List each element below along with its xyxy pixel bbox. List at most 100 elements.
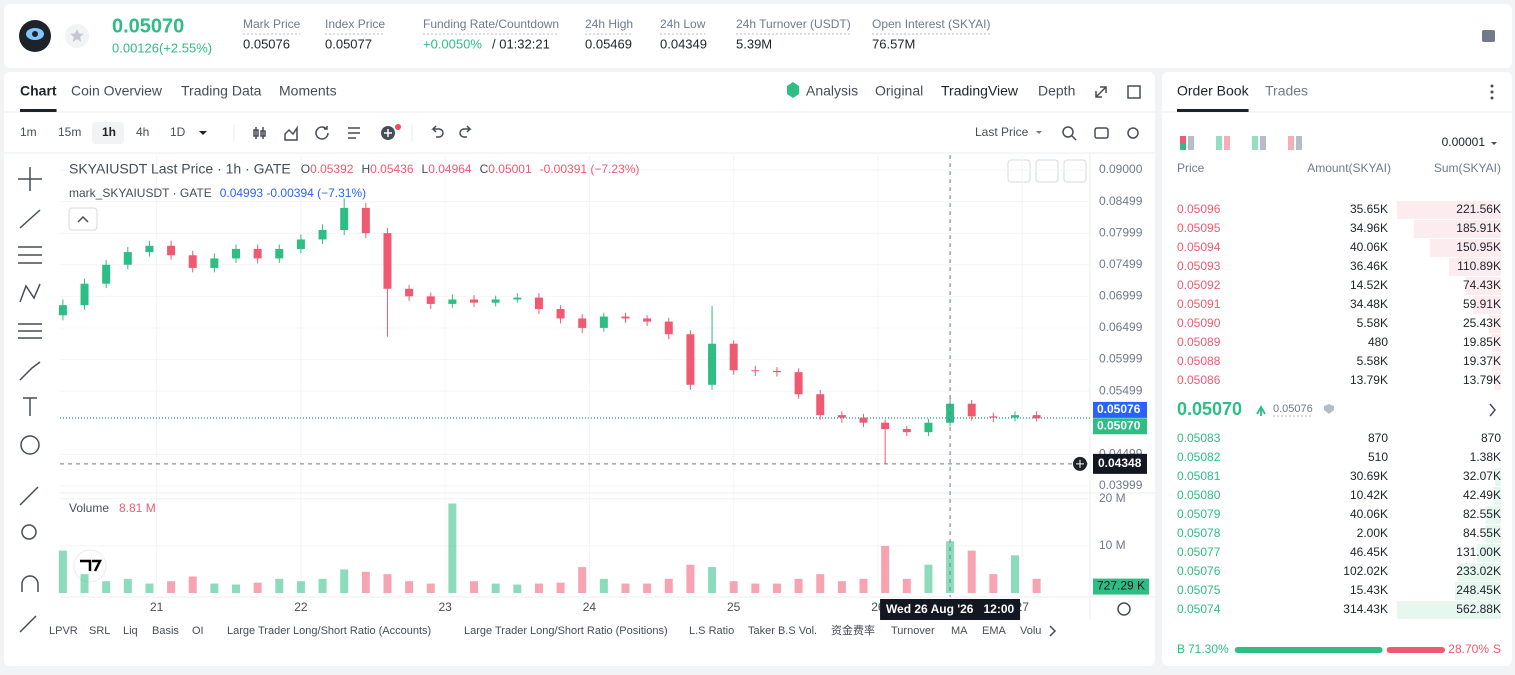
- book-tab[interactable]: Order Book: [1177, 83, 1250, 99]
- book-price[interactable]: 0.05080: [1177, 488, 1221, 502]
- interval[interactable]: 1h: [102, 125, 116, 139]
- book-price[interactable]: 0.05094: [1177, 240, 1221, 254]
- sell-ratio: 28.70%: [1448, 642, 1489, 656]
- buy-ratio: 71.30%: [1188, 642, 1229, 656]
- badge: [395, 124, 401, 130]
- icon-part: [1180, 143, 1186, 150]
- legend-value: 0.05436: [370, 162, 414, 176]
- scale-button[interactable]: [1036, 160, 1058, 182]
- book-price[interactable]: 0.05074: [1177, 602, 1221, 616]
- tab[interactable]: Moments: [279, 83, 337, 99]
- icon-part: [1296, 136, 1302, 150]
- stat-label: Index Price: [325, 17, 385, 31]
- indicator-tab[interactable]: Basis: [152, 625, 179, 637]
- volume-bar: [167, 581, 175, 593]
- notes-icon[interactable]: [1482, 30, 1495, 42]
- book-price[interactable]: 0.05081: [1177, 469, 1221, 483]
- view-tab[interactable]: Depth: [1038, 83, 1075, 99]
- indicator-tab[interactable]: Liq: [123, 625, 138, 637]
- book-price[interactable]: 0.05091: [1177, 297, 1221, 311]
- candle-body: [643, 318, 651, 321]
- tab[interactable]: Coin Overview: [71, 83, 163, 99]
- tab[interactable]: Chart: [20, 83, 57, 99]
- volume-bar: [254, 583, 262, 593]
- reset-button[interactable]: [1064, 160, 1086, 182]
- volume-bar: [210, 584, 218, 593]
- book-sum: 19.85K: [1463, 335, 1501, 349]
- book-price[interactable]: 0.05077: [1177, 545, 1221, 559]
- precision[interactable]: 0.00001: [1442, 135, 1486, 149]
- price-change: 0.00126(+2.55%): [112, 40, 212, 55]
- indicator-tab[interactable]: 资金费率: [831, 623, 875, 637]
- volume-tick-label: 20 M: [1099, 491, 1126, 505]
- legend-value: 0.05001: [488, 162, 532, 176]
- legend-key: C: [480, 162, 489, 176]
- tab[interactable]: Trading Data: [181, 83, 262, 99]
- book-price[interactable]: 0.05076: [1177, 564, 1221, 578]
- collapse-button[interactable]: [69, 208, 97, 230]
- candle-body: [210, 258, 218, 267]
- book-price[interactable]: 0.05082: [1177, 450, 1221, 464]
- interval[interactable]: 15m: [58, 125, 81, 139]
- book-sum: 233.02K: [1456, 564, 1501, 578]
- indicator-tab[interactable]: EMA: [982, 625, 1007, 637]
- book-price[interactable]: 0.05090: [1177, 316, 1221, 330]
- volume-bar: [59, 551, 67, 593]
- candle-body: [730, 344, 738, 371]
- book-price[interactable]: 0.05095: [1177, 221, 1221, 235]
- x-tick-label: 25: [727, 600, 741, 614]
- candle-body: [319, 230, 327, 239]
- buy-bar: [1235, 647, 1383, 653]
- volume-bar: [232, 585, 240, 593]
- candle-body: [145, 246, 153, 252]
- volume-bar: [275, 579, 283, 593]
- coin-logo-pupil: [32, 31, 38, 37]
- indicator-tab[interactable]: Large Trader Long/Short Ratio (Positions…: [464, 625, 668, 637]
- indicator-tab[interactable]: MA: [951, 625, 968, 637]
- book-price[interactable]: 0.05079: [1177, 507, 1221, 521]
- candle-body: [881, 423, 889, 429]
- book-price[interactable]: 0.05096: [1177, 202, 1221, 216]
- candle-body: [621, 317, 629, 319]
- view-tab[interactable]: Analysis: [806, 83, 858, 99]
- indicator-tab[interactable]: Turnover: [891, 625, 935, 637]
- price-tag-label: 0.05070: [1097, 418, 1141, 432]
- indicator-tab[interactable]: Large Trader Long/Short Ratio (Accounts): [227, 625, 431, 637]
- book-price[interactable]: 0.05083: [1177, 431, 1221, 445]
- sell-label: S: [1493, 642, 1501, 656]
- legend-mark-values: 0.04993 -0.00394 (−7.31%): [220, 186, 366, 200]
- interval[interactable]: 1D: [170, 125, 186, 139]
- book-price[interactable]: 0.05093: [1177, 259, 1221, 273]
- stat-value: +0.0050%: [423, 36, 482, 51]
- buy-label: B: [1177, 642, 1185, 656]
- book-sum: 150.95K: [1456, 240, 1501, 254]
- stat-label: 24h High: [585, 17, 633, 31]
- volume-bar: [513, 585, 521, 593]
- indicator-tab[interactable]: SRL: [89, 625, 110, 637]
- scroll-button[interactable]: [1008, 160, 1030, 182]
- book-amount: 480: [1368, 335, 1388, 349]
- book-price[interactable]: 0.05086: [1177, 373, 1221, 387]
- indicator-tab[interactable]: Volu: [1020, 625, 1041, 637]
- view-tab[interactable]: TradingView: [941, 83, 1019, 99]
- interval[interactable]: 4h: [136, 125, 149, 139]
- book-price[interactable]: 0.05088: [1177, 354, 1221, 368]
- view-tab[interactable]: Original: [875, 83, 923, 99]
- book-price[interactable]: 0.05078: [1177, 526, 1221, 540]
- price-source[interactable]: Last Price: [975, 125, 1029, 139]
- indicator-tab[interactable]: LPVR: [49, 625, 78, 637]
- icon-part: [1180, 136, 1186, 143]
- indicator-tab[interactable]: Taker B.S Vol.: [748, 625, 817, 637]
- book-tab[interactable]: Trades: [1265, 83, 1308, 99]
- stat-value: 0.04349: [660, 36, 707, 51]
- indicator-tab[interactable]: OI: [192, 625, 204, 637]
- volume-bar: [81, 574, 89, 593]
- interval[interactable]: 1m: [20, 125, 37, 139]
- volume-bar: [708, 567, 716, 593]
- stat-value: 5.39M: [736, 36, 772, 51]
- book-price[interactable]: 0.05075: [1177, 583, 1221, 597]
- book-price[interactable]: 0.05089: [1177, 335, 1221, 349]
- book-price[interactable]: 0.05092: [1177, 278, 1221, 292]
- indicator-tab[interactable]: L.S Ratio: [689, 625, 734, 637]
- icon-part: [1288, 136, 1294, 150]
